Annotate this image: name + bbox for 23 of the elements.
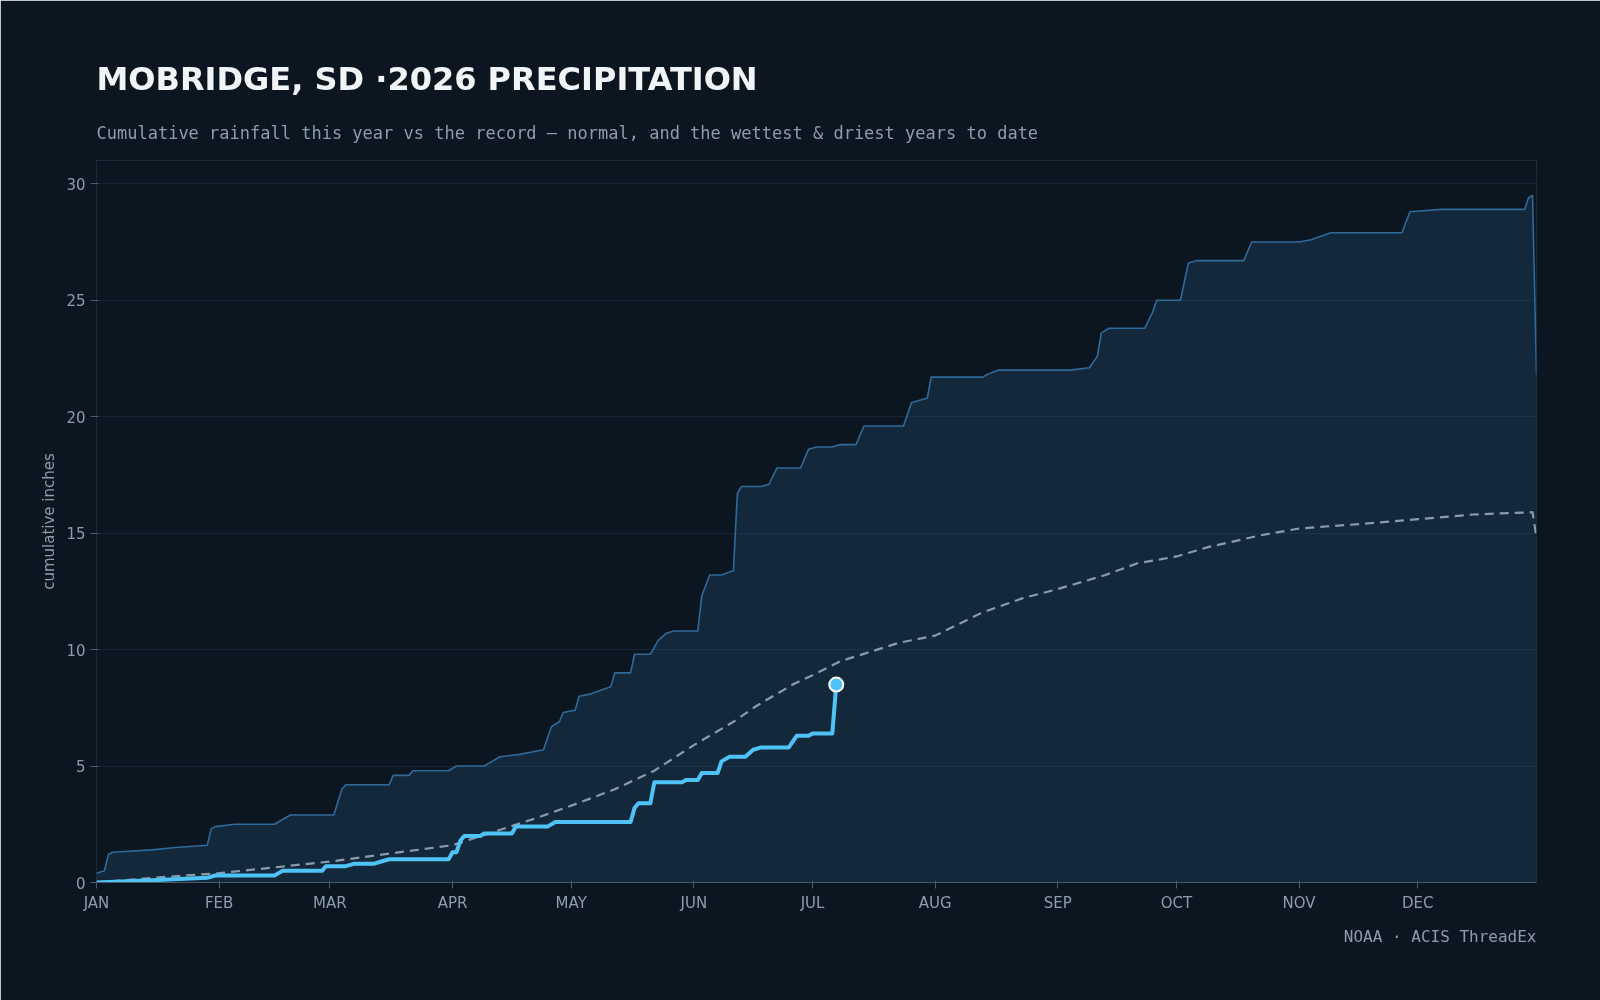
y-tick-label: 0 [75, 874, 86, 893]
x-tick-label: JUL [799, 893, 826, 912]
x-tick-label: AUG [918, 893, 952, 912]
y-tick-label: 30 [66, 175, 86, 194]
x-tick-label: MAR [313, 893, 347, 912]
x-tick-label: DEC [1402, 893, 1434, 912]
y-tick-label: 15 [66, 525, 86, 544]
x-tick-label: MAY [555, 893, 588, 912]
text: NOAA · ACIS ThreadEx [1343, 926, 1537, 946]
x-tick-label: FEB [204, 893, 234, 912]
y-axis-title: cumulative inches [40, 453, 59, 590]
y-tick-label: 25 [66, 292, 86, 311]
y-tick-label: 20 [66, 408, 86, 427]
chart-subtitle: Cumulative rainfall this year vs the record — normal, and the wettest & driest years to date [96, 122, 1039, 143]
y-tick-label: 5 [75, 758, 86, 777]
y-tick-label: 10 [66, 641, 86, 660]
x-tick-label: APR [437, 893, 468, 912]
x-tick-label: JUN [679, 893, 708, 912]
x-tick-label: SEP [1043, 893, 1072, 912]
chart-title: MOBRIDGE, SD ·2026 PRECIPITATION [96, 59, 758, 98]
x-tick-label: JAN [82, 893, 110, 912]
x-tick-label: NOV [1282, 893, 1317, 912]
x-tick-label: OCT [1160, 893, 1194, 912]
